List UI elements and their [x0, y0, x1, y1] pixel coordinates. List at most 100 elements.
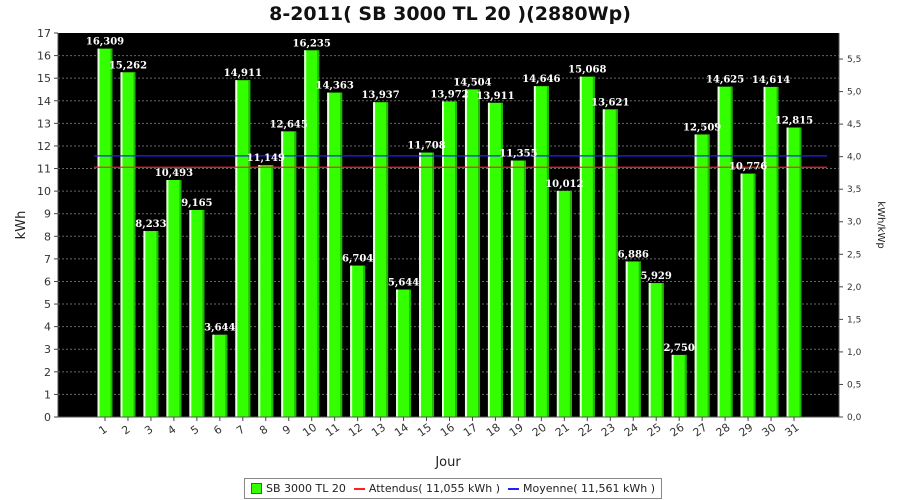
bar-31 [786, 127, 802, 417]
legend-swatch-series [251, 483, 262, 494]
bar-shade-7 [248, 80, 251, 417]
bar-body-25 [648, 283, 664, 417]
bar-highlight-6 [212, 334, 215, 417]
x-tick-label-11: 11 [323, 421, 342, 440]
bar-body-15 [419, 152, 435, 418]
bar-body-2 [120, 72, 136, 417]
y-tick-label-9: 9 [44, 208, 51, 221]
bar-body-5 [189, 209, 205, 417]
x-tick-label-23: 23 [599, 421, 618, 440]
x-tick-label-2: 2 [119, 423, 132, 438]
bar-shade-23 [615, 109, 618, 417]
bar-highlight-10 [304, 50, 307, 417]
bar-body-31 [786, 127, 802, 417]
bar-7 [235, 80, 251, 417]
y-right-tick-label-10: 5,0 [847, 88, 862, 98]
bar-shade-2 [133, 72, 136, 417]
bar-shade-30 [776, 86, 779, 417]
bar-highlight-15 [419, 152, 422, 418]
data-label-20: 14,646 [522, 74, 560, 85]
x-tick-label-10: 10 [300, 421, 319, 440]
bar-20 [533, 86, 549, 418]
bar-8 [258, 165, 274, 417]
bar-highlight-20 [533, 86, 536, 418]
data-label-8: 11,149 [247, 153, 285, 164]
data-label-1: 16,309 [86, 37, 124, 48]
bar-body-27 [694, 134, 710, 417]
x-tick-label-7: 7 [234, 423, 247, 438]
data-label-3: 8,233 [135, 219, 166, 230]
bar-body-24 [625, 261, 641, 417]
bar-highlight-30 [763, 86, 766, 417]
data-label-18: 13,911 [476, 91, 514, 102]
y-tick-label-0: 0 [44, 411, 51, 424]
x-tick-label-25: 25 [645, 421, 664, 440]
bar-26 [671, 354, 687, 417]
y-tick-label-17: 17 [37, 27, 51, 40]
bar-shade-27 [707, 134, 710, 417]
x-tick-label-13: 13 [369, 421, 388, 440]
legend: SB 3000 TL 20 Attendus( 11,055 kWh ) Moy… [244, 478, 663, 499]
bar-highlight-9 [281, 131, 284, 417]
bar-body-16 [442, 101, 457, 417]
bar-highlight-18 [487, 102, 490, 418]
bar-highlight-2 [120, 72, 123, 417]
bar-29 [740, 173, 756, 417]
data-label-28: 14,625 [706, 75, 744, 86]
bar-12 [350, 265, 366, 417]
data-label-7: 14,911 [224, 68, 262, 79]
bar-shade-10 [317, 50, 320, 417]
bar-highlight-11 [327, 92, 330, 417]
legend-item-moyenne: Moyenne( 11,561 kWh ) [508, 482, 655, 495]
bar-shade-17 [477, 89, 480, 417]
bar-shade-26 [684, 354, 687, 417]
bar-24 [625, 261, 641, 417]
bar-body-11 [327, 92, 343, 417]
bar-shade-3 [156, 231, 159, 417]
y-tick-label-3: 3 [44, 343, 51, 356]
data-label-15: 11,708 [407, 141, 445, 152]
bar-highlight-16 [442, 101, 444, 417]
data-label-10: 16,235 [293, 38, 331, 49]
bar-shade-13 [386, 102, 389, 417]
bar-shade-29 [753, 173, 756, 417]
data-label-26: 2,750 [664, 343, 695, 354]
x-tick-label-8: 8 [257, 423, 270, 438]
bar-body-10 [304, 50, 320, 417]
bar-highlight-29 [740, 173, 743, 417]
bar-shade-5 [202, 209, 205, 417]
y-tick-label-4: 4 [44, 321, 51, 334]
x-tick-label-30: 30 [760, 421, 779, 440]
x-tick-label-31: 31 [783, 421, 802, 440]
y-right-tick-label-2: 1,0 [847, 348, 862, 358]
bar-body-20 [533, 86, 549, 418]
y-tick-label-11: 11 [37, 163, 51, 176]
legend-label-attendus: Attendus( 11,055 kWh ) [368, 482, 501, 495]
bar-body-1 [97, 48, 113, 418]
bar-highlight-7 [235, 80, 238, 417]
bar-highlight-26 [671, 354, 674, 417]
bar-highlight-1 [97, 48, 100, 418]
bar-body-29 [740, 173, 756, 417]
x-tick-label-6: 6 [211, 423, 224, 438]
bar-body-17 [464, 89, 480, 417]
bar-30 [763, 86, 779, 417]
data-label-31: 12,815 [775, 116, 813, 127]
y-right-tick-label-0: 0,0 [847, 413, 862, 423]
x-tick-label-1: 1 [96, 423, 109, 438]
bar-highlight-17 [464, 89, 467, 417]
bars [97, 48, 802, 418]
y-right-tick-label-9: 4,5 [847, 120, 861, 130]
x-tick-label-27: 27 [691, 421, 710, 440]
bar-highlight-27 [694, 134, 697, 417]
bar-highlight-19 [510, 160, 513, 417]
bar-body-3 [143, 231, 159, 417]
x-tick-label-20: 20 [530, 421, 549, 440]
bar-highlight-31 [786, 127, 789, 417]
data-label-5: 9,165 [181, 198, 212, 209]
data-label-27: 12,509 [683, 122, 721, 133]
bar-shade-11 [340, 92, 343, 417]
legend-item-series: SB 3000 TL 20 [251, 482, 346, 495]
x-tick-label-16: 16 [438, 421, 457, 440]
